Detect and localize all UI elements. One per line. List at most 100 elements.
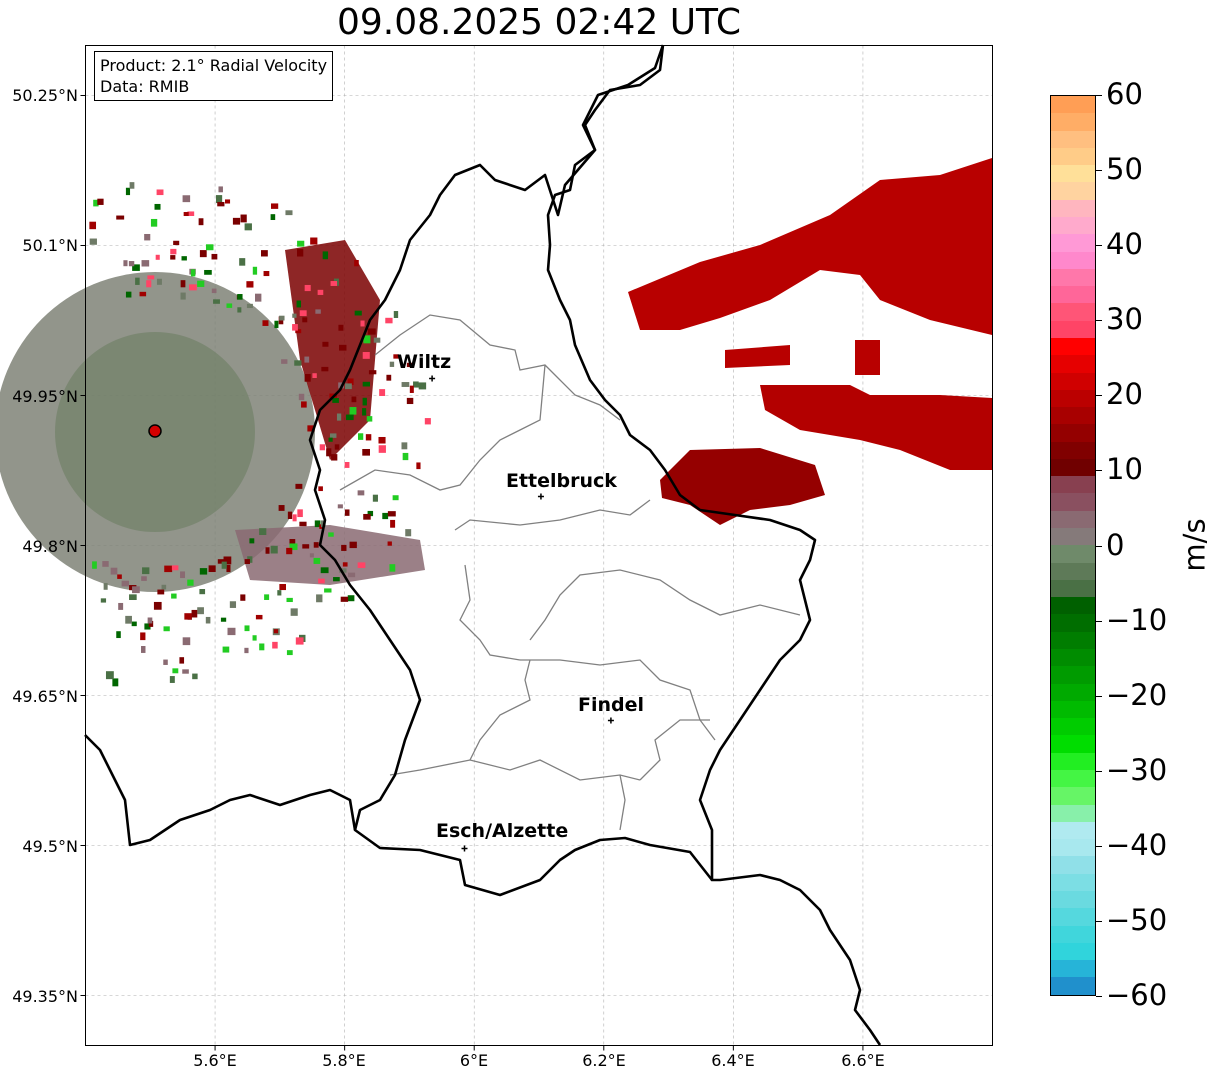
colorbar-segment [1051, 718, 1095, 736]
echo-speckle [187, 579, 194, 586]
echo-speckle [316, 594, 323, 603]
echo-speckle [362, 408, 367, 416]
colorbar-segment [1051, 234, 1095, 252]
product-label: Product: 2.1° Radial Velocity [100, 56, 328, 75]
echo-speckle [172, 668, 179, 674]
echo-speckle [163, 659, 168, 665]
echo-speckle [366, 416, 373, 422]
echo-speckle [279, 315, 285, 321]
colorbar-segment [1051, 873, 1095, 891]
echo-speckle [131, 621, 137, 627]
colorbar-segment [1051, 251, 1095, 269]
echo-speckle [328, 437, 333, 442]
echo-speckle [205, 616, 211, 624]
echo-speckle [347, 595, 355, 602]
echo-speckle [170, 255, 176, 260]
colorbar-segment [1051, 286, 1095, 304]
echo-speckle [338, 324, 344, 331]
echo-speckle [260, 250, 268, 257]
lon-tick-label: 6.2°E [582, 1051, 626, 1070]
echo-speckle [213, 299, 220, 304]
colorbar-tick-label: −10 [1106, 602, 1168, 637]
lat-tick-label: 49.8°N [22, 537, 78, 556]
colorbar-segment [1051, 476, 1095, 494]
echo-speckle [141, 646, 146, 653]
lon-tick-label: 6.4°E [711, 1051, 755, 1070]
colorbar-segment [1051, 528, 1095, 546]
echo-speckle [297, 248, 304, 257]
echo-speckle [259, 643, 265, 651]
echo-speckle [357, 490, 365, 496]
colorbar-tick-label: 30 [1106, 302, 1143, 337]
echo-speckle [286, 650, 293, 656]
echo-speckle [345, 383, 352, 390]
colorbar-segment [1051, 579, 1095, 598]
colorbar-segment [1051, 458, 1095, 477]
echo-speckle [147, 617, 153, 624]
echo-speckle [328, 532, 334, 537]
echo-speckle [392, 495, 399, 501]
echo-speckle [148, 620, 154, 627]
echo-speckle [217, 559, 226, 564]
echo-speckle [365, 434, 372, 441]
echo-speckle [409, 385, 414, 393]
echo-speckle [279, 584, 286, 591]
echo-speckle [223, 556, 232, 565]
echo-speckle [227, 627, 236, 636]
echo-speckle [110, 567, 118, 575]
colorbar-tick-mark [1096, 320, 1102, 322]
lon-tick-label: 5.8°E [322, 1051, 366, 1070]
city-label-wiltz: Wiltz [397, 351, 452, 373]
echo-speckle [270, 545, 278, 554]
colorbar-tick-label: 0 [1106, 527, 1125, 562]
colorbar-segment [1051, 320, 1095, 338]
echo-speckle [290, 608, 298, 616]
echo-speckle [244, 647, 249, 654]
echo-speckle [318, 578, 325, 584]
colorbar-segment [1051, 545, 1095, 563]
echo-speckle [171, 565, 179, 571]
colorbar-segment [1051, 804, 1095, 822]
colorbar-tick-mark [1096, 695, 1102, 697]
echo-speckle [156, 278, 162, 285]
echo-speckle [181, 256, 187, 261]
echo-speckle [180, 571, 186, 579]
echo-speckle [289, 539, 296, 546]
echo-speckle [155, 254, 160, 260]
echo-speckle [342, 562, 348, 567]
echo-speckle [345, 414, 354, 421]
echo-speckle [273, 629, 279, 634]
echo-speckle [296, 300, 302, 308]
echo-speckle [132, 264, 140, 271]
echo-speckle [386, 374, 392, 381]
colorbar-segment [1051, 631, 1095, 649]
echo-speckle [105, 671, 114, 680]
colorbar-tick-label: 50 [1106, 152, 1143, 187]
echo-speckle [144, 233, 151, 241]
echo-speckle [292, 313, 297, 318]
echo-speckle [187, 211, 195, 216]
colorbar-segment [1051, 649, 1095, 667]
echo-speckle [322, 251, 329, 260]
colorbar-tick-mark [1096, 170, 1102, 172]
echo-speckle [414, 382, 420, 388]
echo-speckle [197, 280, 205, 287]
echo-speckle [287, 511, 293, 519]
echo-speckle [390, 519, 396, 528]
echo-speckle [405, 529, 412, 537]
echo-speckle [329, 433, 337, 438]
echo-speckle [240, 594, 246, 601]
echo-speckle [304, 373, 311, 382]
echo-speckle [286, 547, 293, 555]
echo-speckle [378, 436, 386, 444]
echo-speckle [389, 564, 396, 572]
echo-speckle [313, 557, 321, 564]
echo-speckle [198, 218, 204, 226]
colorbar-segment [1051, 960, 1095, 978]
echo-speckle [199, 589, 206, 595]
echo-speckle [372, 494, 378, 502]
echo-speckle [348, 572, 356, 578]
echo-speckle [144, 623, 151, 630]
echo-east-block [855, 340, 880, 375]
colorbar-segment [1051, 199, 1095, 217]
